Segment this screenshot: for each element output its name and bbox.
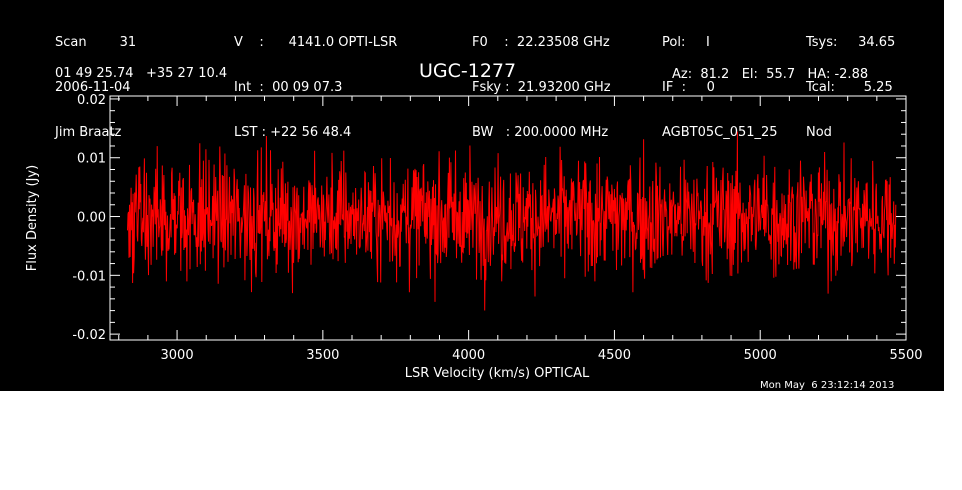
header-fsky: Fsky : 21.93200 GHz xyxy=(472,80,611,95)
header-col-tsys: Tsys: 34.65 Tcal: 5.25 Nod xyxy=(806,5,895,155)
y-tick-label: 0.02 xyxy=(77,93,106,108)
x-tick-label: 3500 xyxy=(306,348,339,363)
x-axis-label: LSR Velocity (km/s) OPTICAL xyxy=(405,366,590,381)
x-tick-label: 4000 xyxy=(452,348,485,363)
header-project: AGBT05C_051_25 xyxy=(662,125,778,140)
header-col-scan: Scan 31 2006-11-04 Jim Braatz xyxy=(55,5,136,155)
spectrum-chart: 3000 3500 4000 4500 5000 5500 -0.02 -0.01 0.00 0.… xyxy=(25,93,923,381)
header-scan: Scan 31 xyxy=(55,35,137,50)
x-tick-label: 5000 xyxy=(744,348,777,363)
chart-title: UGC-1277 xyxy=(419,60,517,82)
header-pointing: Az: 81.2 El: 55.7 HA: -2.88 xyxy=(672,67,869,82)
header-date: 2006-11-04 xyxy=(55,80,131,95)
header-pol: Pol: I xyxy=(662,35,710,50)
header-col-pol: Pol: I IF : 0 AGBT05C_051_25 xyxy=(662,5,778,155)
y-tick-label: -0.02 xyxy=(72,328,106,343)
spectrum-trace xyxy=(127,131,897,311)
header-observer: Jim Braatz xyxy=(55,125,122,140)
plot-frame xyxy=(109,95,907,341)
y-tick-label: -0.01 xyxy=(72,269,106,284)
y-tick-label: 0.00 xyxy=(77,211,106,226)
header-lst: LST : +22 56 48.4 xyxy=(234,125,352,140)
y-tick-label: 0.01 xyxy=(77,152,106,167)
x-tick-label: 5500 xyxy=(889,348,922,363)
header-tsys: Tsys: 34.65 xyxy=(806,35,896,50)
header-tcal: Tcal: 5.25 xyxy=(806,80,893,95)
header-integration: Int : 00 09 07.3 xyxy=(234,80,343,95)
x-tick-label: 3000 xyxy=(161,348,194,363)
timestamp: Mon May 6 23:12:14 2013 xyxy=(760,380,895,391)
header-velocity: V : 4141.0 OPTI-LSR xyxy=(234,35,398,50)
header-coordinates: 01 49 25.74 +35 27 10.4 xyxy=(55,66,228,81)
header-if: IF : 0 xyxy=(662,80,715,95)
header-nod: Nod xyxy=(806,125,832,140)
x-tick-label: 4500 xyxy=(598,348,631,363)
header-col-velocity: V : 4141.0 OPTI-LSR Int : 00 09 07.3 LST… xyxy=(234,5,397,155)
spectrum-trace-group xyxy=(127,131,897,311)
header-f0: F0 : 22.23508 GHz xyxy=(472,35,610,50)
y-axis-label: Flux Density (Jy) xyxy=(25,165,40,271)
header-col-frequency: F0 : 22.23508 GHz Fsky : 21.93200 GHz BW… xyxy=(472,5,611,155)
axis-ticks: 3000 3500 4000 4500 5000 5500 -0.02 -0.01 0.00 0.… xyxy=(72,93,922,363)
header-bandwidth: BW : 200.0000 MHz xyxy=(472,125,609,140)
